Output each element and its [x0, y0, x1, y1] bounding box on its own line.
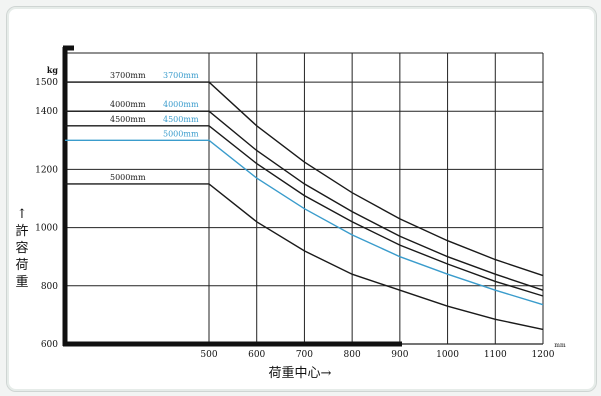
- x-tick-label: 1100: [484, 350, 507, 360]
- series-label-5000mm: 5000mm: [110, 173, 146, 182]
- x-tick-label: 700: [296, 350, 313, 360]
- y-axis-title-char: 荷: [15, 258, 28, 273]
- series-label-4500mm: 4500mm: [110, 115, 146, 124]
- y-axis-title-char: 許: [15, 224, 28, 239]
- x-tick-label: 1200: [532, 350, 555, 360]
- x-tick-label: 600: [248, 350, 265, 360]
- y-axis-title-char: 容: [15, 240, 28, 256]
- series-label-5000mm: 5000mm: [163, 129, 199, 138]
- y-tick-label: 1200: [35, 165, 58, 175]
- x-tick-label: 800: [344, 350, 361, 360]
- series-line-4500mm: [65, 125, 544, 297]
- grid: [65, 52, 544, 344]
- y-axis-title-char: 重: [15, 274, 28, 290]
- series: [65, 81, 544, 331]
- axes: [62, 45, 543, 347]
- x-unit-label: mm: [554, 342, 566, 349]
- labels: 600 800 1000 1200 1400 1500 kg 500 600 700 800 900 1…: [15, 65, 566, 381]
- series-label-4000mm: 4000mm: [163, 100, 199, 109]
- y-tick-label: 1500: [35, 78, 58, 88]
- chart-card: [6, 6, 597, 392]
- series-label-3700mm: 3700mm: [163, 71, 199, 80]
- series-line-4000mm: [65, 110, 544, 291]
- x-axis-title: 荷重中心→: [269, 365, 332, 381]
- x-tick-label: 500: [200, 350, 217, 360]
- y-axis-title: ↑ 許容荷重: [15, 207, 28, 290]
- y-unit-label: kg: [47, 65, 59, 75]
- series-label-4000mm: 4000mm: [110, 100, 146, 109]
- series-line-5000mm: [65, 139, 544, 306]
- series-label-4500mm: 4500mm: [163, 115, 199, 124]
- series-line-3700mm: [65, 81, 544, 277]
- y-tick-label: 1000: [35, 224, 58, 234]
- series-line-5000mm: [65, 183, 544, 331]
- x-tick-label: 900: [391, 350, 408, 360]
- y-axis-title-char: ↑: [17, 207, 28, 222]
- x-tick-label: 1000: [436, 350, 459, 360]
- series-label-3700mm: 3700mm: [110, 71, 146, 80]
- y-tick-label: 800: [41, 282, 58, 292]
- y-tick-label: 600: [41, 340, 58, 350]
- y-tick-label: 1400: [35, 107, 58, 117]
